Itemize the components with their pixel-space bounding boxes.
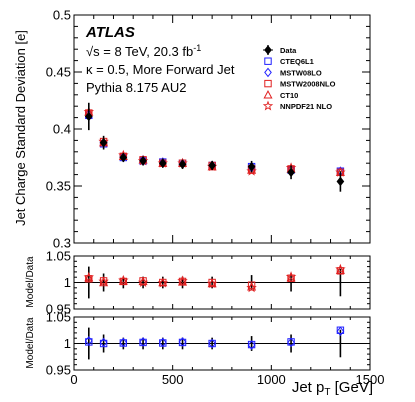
y-tick-label: 0.95: [46, 363, 71, 378]
data-point: [158, 158, 167, 169]
series-data: [84, 102, 345, 192]
x-tick-label: 500: [162, 372, 184, 387]
ratio-point: [139, 337, 147, 347]
y-tick-label: 0.35: [46, 179, 71, 194]
legend-label: Data: [280, 46, 297, 55]
y-tick-label: 0.3: [53, 236, 71, 251]
energy-label: √s = 8 TeV, 20.3 fb-1: [86, 43, 201, 59]
ratio-point: [287, 337, 295, 348]
ratio-point: [247, 281, 256, 289]
ratio-point: [336, 326, 345, 337]
y-axis-label: Model/Data: [25, 317, 36, 369]
generator-label: Pythia 8.175 AU2: [86, 80, 186, 95]
ratio-point: [335, 263, 346, 274]
ratio-point: [85, 275, 93, 283]
y-tick-label: 0.5: [53, 8, 71, 23]
model-point: [246, 165, 257, 176]
ratio-series-mstw08lo: [84, 326, 345, 350]
y-axis-label: Model/Data: [25, 256, 36, 308]
ratio-point: [285, 271, 297, 282]
y-tick-label: 1.05: [46, 249, 71, 264]
ratio-point: [137, 277, 149, 287]
ratio-point: [177, 275, 188, 286]
ratio-point: [207, 278, 217, 288]
experiment-label: ATLAS: [85, 24, 135, 41]
ratio-point: [178, 337, 187, 347]
ratio-point: [118, 274, 129, 285]
ratio-point: [158, 277, 168, 287]
y-tick-label: 1: [64, 275, 71, 290]
legend-label: MSTW2008NLO: [280, 80, 336, 89]
legend-label: CT10: [280, 91, 298, 100]
ratio-point: [98, 275, 109, 286]
annotations: ATLAS √s = 8 TeV, 20.3 fb-1 κ = 0.5, More …: [85, 24, 235, 95]
ratio-panel-1: 0.95 1 1.05 Model/Data: [25, 249, 371, 317]
x-tick-label: 1000: [257, 372, 286, 387]
x-axis-label: Jet pT [GeV]: [292, 379, 373, 398]
y-tick-label: 1: [64, 336, 71, 351]
ratio-point: [119, 337, 128, 348]
y-tick-label: 1.05: [46, 310, 71, 325]
legend-marker: [264, 57, 272, 65]
kappa-label: κ = 0.5, More Forward Jet: [86, 62, 235, 77]
legend-label: MSTW08LO: [280, 68, 322, 77]
legend-marker: [264, 79, 272, 88]
data-point: [84, 111, 93, 122]
legend-marker: [264, 67, 272, 78]
ratio-point: [158, 337, 167, 348]
ratio-point: [99, 337, 108, 348]
legend-marker: [264, 45, 272, 55]
ratio-point: [208, 338, 216, 349]
ratio-point: [246, 282, 257, 293]
ratio-point: [157, 277, 169, 288]
ratio-point: [84, 336, 93, 346]
data-point: [178, 159, 187, 170]
ratio-panel-2: 0.95 1 1.05 0 500 1000 1500 Model/Data: [25, 310, 384, 388]
ratio-point: [247, 340, 256, 350]
legend-marker: [263, 90, 273, 99]
legend-label: CTEQ6L1: [280, 57, 314, 66]
main-panel: 0.3 0.35 0.4 0.45 0.5 Jet Charge Standard Dev…: [13, 8, 371, 251]
ratio-point: [206, 278, 218, 289]
data-point: [247, 161, 256, 172]
data-point: [287, 167, 295, 178]
y-tick-label: 0.45: [46, 65, 71, 80]
ratio-series-nnpdf21-nlo: [83, 263, 346, 293]
data-point: [336, 176, 345, 187]
y-axis-label: Jet Charge Standard Deviation [e]: [13, 30, 28, 226]
data-point: [208, 160, 216, 171]
legend-marker: [262, 100, 274, 111]
x-tick-label: 1500: [356, 372, 385, 387]
legend-label: NNPDF21 NLO: [280, 102, 332, 111]
y-tick-label: 0.4: [53, 122, 71, 137]
ratio-point: [83, 271, 95, 282]
x-tick-label: 0: [70, 372, 77, 387]
data-point: [119, 152, 128, 163]
data-point: [139, 156, 147, 166]
legend: Data CTEQ6L1 MSTW08LO MSTW2008NLO CT10 NNPDF2…: [262, 45, 336, 111]
data-point: [99, 137, 108, 148]
y-tick-label: 0.95: [46, 302, 71, 317]
